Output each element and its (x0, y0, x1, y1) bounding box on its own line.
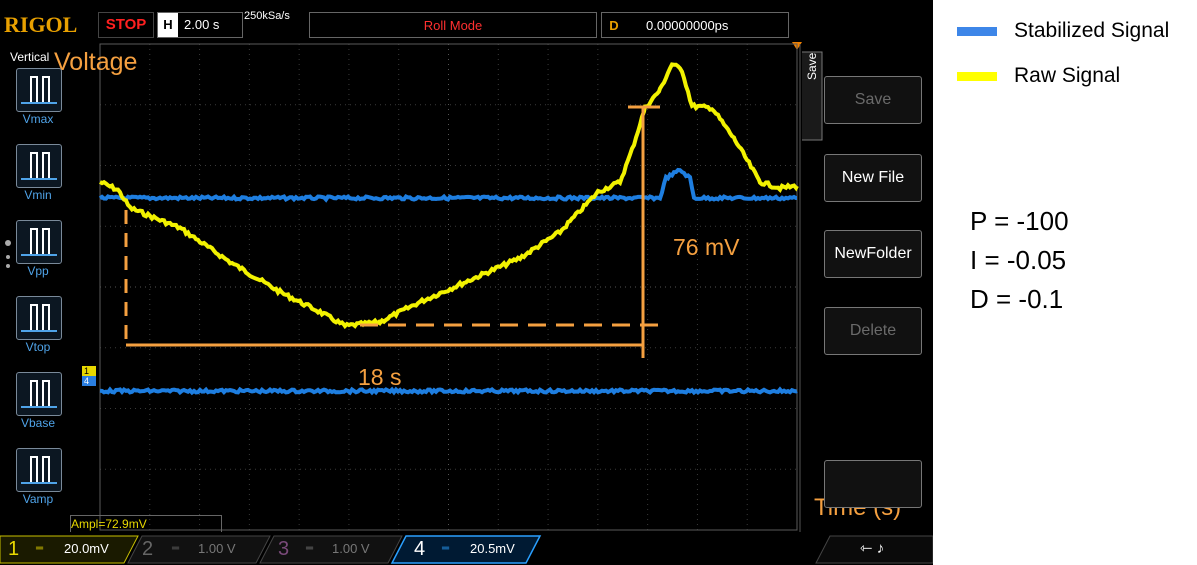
amplitude-annotation (124, 105, 660, 358)
rigol-logo: RIGOL (4, 12, 78, 37)
channel2-scale[interactable]: 1.00 V (198, 541, 236, 556)
legend-label-raw: Raw Signal (1014, 64, 1121, 87)
channel1-coupling-icon: ═ (36, 543, 44, 554)
measurement-readout: Ampl=72.9mV (70, 515, 222, 533)
channel3-number[interactable]: 3 (278, 538, 290, 560)
delay-value: 0.00000000ps (646, 18, 729, 33)
svg-text:4: 4 (84, 376, 89, 386)
horizontal-value: 2.00 s (184, 17, 220, 32)
pulse-waveform-icon (21, 456, 57, 484)
channel3-coupling-icon: ═ (306, 543, 314, 554)
horizontal-label: H (158, 13, 178, 37)
pulse-waveform-icon (21, 380, 57, 408)
measure-vmin-button[interactable] (16, 144, 62, 188)
delay-label: D (609, 18, 619, 33)
channel2-number[interactable]: 2 (142, 538, 154, 560)
save-side-tab[interactable]: Save (805, 52, 819, 80)
legend-swatch-stabilized (957, 27, 997, 36)
duration-label: 18 s (358, 364, 402, 390)
grid-border (99, 43, 798, 531)
y-axis-label: Voltage (54, 48, 138, 76)
pid-d-value: D = -0.1 (970, 284, 1064, 314)
legend-label-stabilized: Stabilized Signal (1014, 19, 1170, 42)
measure-vtop-label: Vtop (25, 340, 51, 354)
usb-speaker-icon[interactable]: ⇽ ♪ (860, 540, 885, 557)
new-file-button[interactable]: New File (824, 154, 922, 202)
oscilloscope-screen: RIGOL STOP H 2.00 s 250kSa/s Roll Mode D 0… (0, 0, 933, 565)
measure-vbase-button[interactable] (16, 372, 62, 416)
waveform-display: 1 4 (5, 43, 894, 532)
new-folder-button[interactable]: NewFolder (824, 230, 922, 278)
run-stop-status[interactable]: STOP (98, 12, 154, 38)
pid-i-value: I = -0.05 (970, 245, 1067, 275)
channel4-marker (82, 376, 96, 386)
channel4-coupling-icon: ═ (442, 543, 450, 554)
measure-vpp-label: Vpp (27, 264, 49, 278)
pulse-waveform-icon (21, 304, 57, 332)
save-button[interactable]: Save (824, 76, 922, 124)
sample-rate: 250kSa/s (244, 10, 290, 22)
measure-vpp-button[interactable] (16, 220, 62, 264)
channel4-baseline-trace (99, 386, 798, 396)
graticule (100, 44, 797, 530)
measure-vmin-label: Vmin (24, 188, 52, 202)
trigger-delay[interactable]: D 0.00000000ps (601, 12, 789, 38)
horizontal-timebase[interactable]: H 2.00 s (157, 12, 243, 38)
channel3-scale[interactable]: 1.00 V (332, 541, 370, 556)
delete-button[interactable]: Delete (824, 307, 922, 355)
channel-tabs (0, 535, 933, 564)
pulse-waveform-icon (21, 76, 57, 104)
measure-vbase-label: Vbase (20, 416, 56, 430)
return-button[interactable] (824, 460, 922, 508)
stabilized-signal-trace (98, 167, 797, 203)
measure-vamp-label: Vamp (22, 492, 54, 506)
pulse-waveform-icon (21, 228, 57, 256)
vertical-menu-label: Vertical (10, 50, 50, 64)
measure-vtop-button[interactable] (16, 296, 62, 340)
channel1-marker (82, 366, 96, 376)
channel4-scale[interactable]: 20.5mV (470, 541, 515, 556)
channel2-coupling-icon: ═ (172, 543, 180, 554)
pid-p-value: P = -100 (970, 206, 1069, 236)
pulse-waveform-icon (21, 152, 57, 180)
save-tab-outline (802, 51, 823, 141)
measure-vamp-button[interactable] (16, 448, 62, 492)
acquisition-mode: Roll Mode (309, 12, 597, 38)
measure-vmax-label: Vmax (22, 112, 54, 126)
legend-swatch-raw (957, 72, 997, 81)
measure-vmax-button[interactable] (16, 68, 62, 112)
channel4-number[interactable]: 4 (414, 538, 426, 560)
channel1-scale[interactable]: 20.0mV (64, 541, 109, 556)
svg-text:1: 1 (84, 366, 89, 376)
channel1-number[interactable]: 1 (8, 538, 20, 560)
raw-signal-trace (99, 62, 799, 330)
amplitude-label: 76 mV (673, 234, 740, 260)
